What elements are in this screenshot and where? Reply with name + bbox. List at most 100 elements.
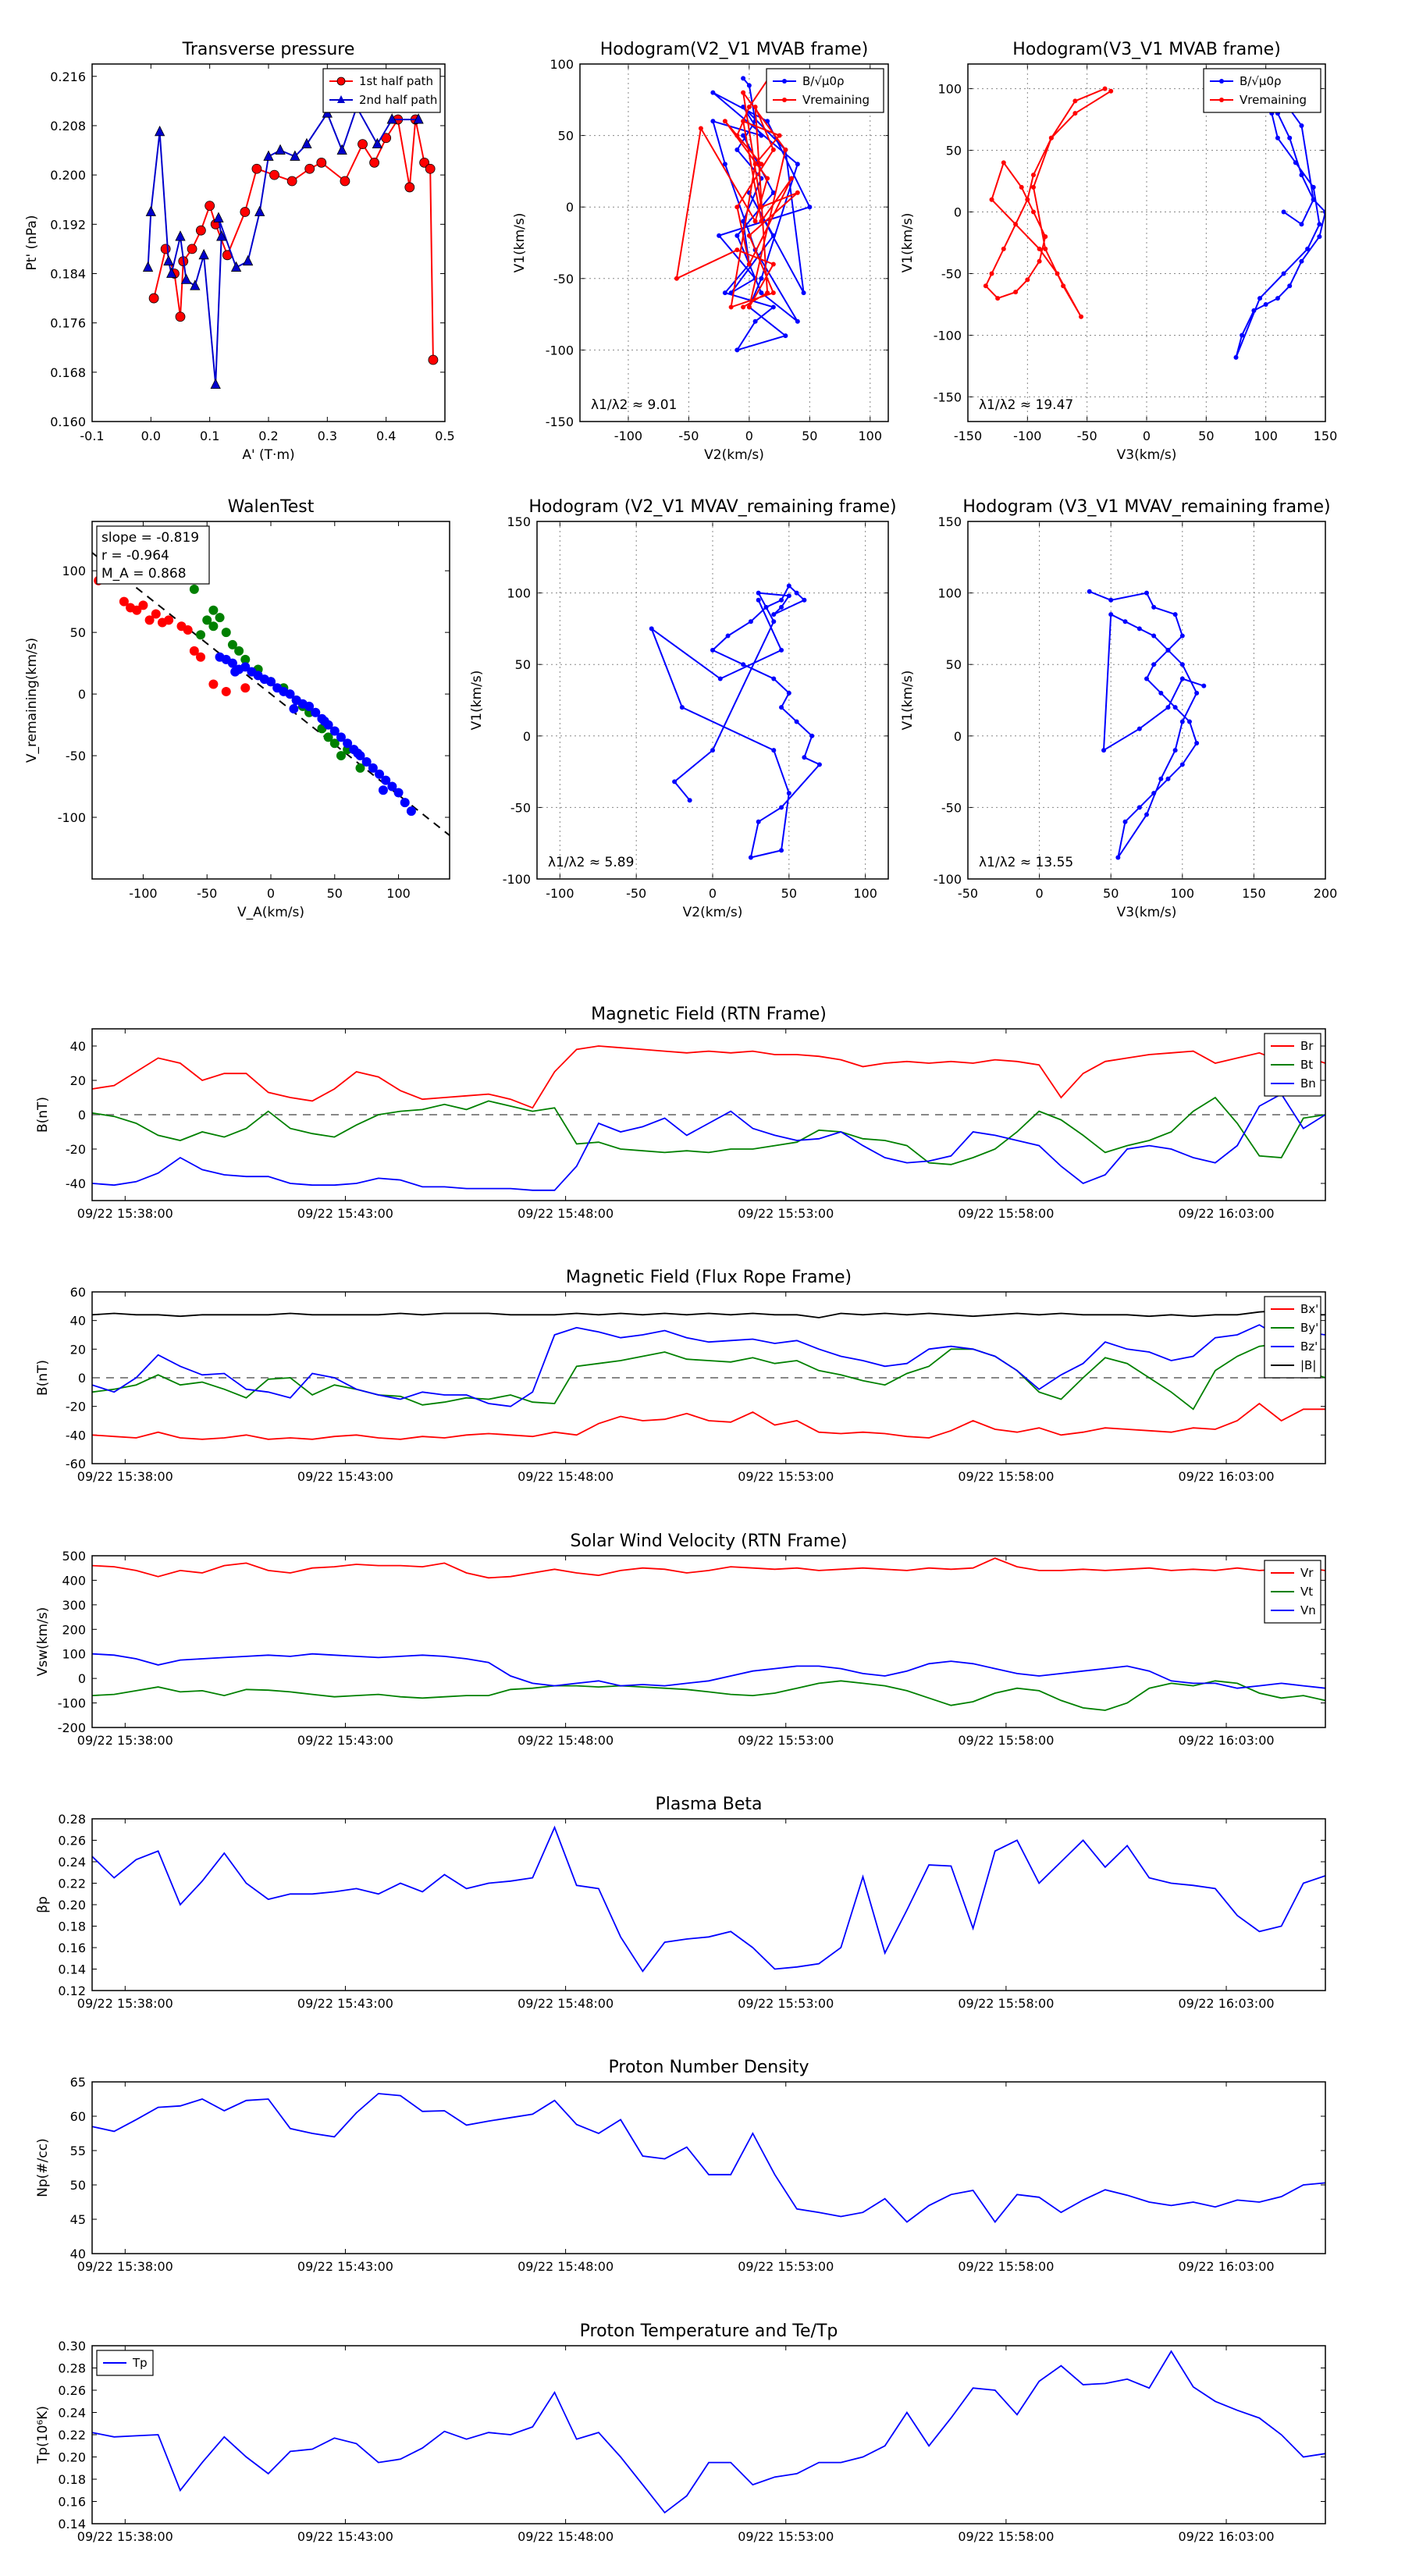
y-tick-label: 50 (70, 625, 86, 640)
y-tick-label: 0.14 (58, 2517, 86, 2532)
x-tick-label: 09/22 15:48:00 (518, 2259, 614, 2274)
data-point (1299, 173, 1304, 178)
y-tick-label: 0.208 (50, 119, 86, 133)
x-tick-label: -100 (614, 429, 642, 443)
y-tick-label: 100 (62, 564, 86, 578)
data-point (765, 119, 770, 124)
y-tick-label: 400 (62, 1573, 86, 1588)
data-point (1158, 690, 1164, 696)
data-point (741, 119, 746, 124)
data-point (221, 628, 231, 638)
data-point (164, 615, 174, 625)
data-point (1317, 222, 1322, 227)
plot-frame (967, 521, 1326, 880)
y-tick-label: 0.200 (50, 168, 86, 183)
data-point (275, 144, 286, 155)
plot-frame (967, 63, 1326, 422)
data-point (1102, 86, 1108, 91)
data-point (202, 615, 212, 625)
y-tick-label: -200 (58, 1720, 86, 1735)
legend-marker (1219, 98, 1224, 102)
y-tick-label: -100 (503, 872, 531, 887)
data-point (779, 705, 784, 710)
data-point (759, 290, 764, 296)
y-tick-label: -100 (58, 810, 86, 825)
data-point (1108, 612, 1114, 617)
series-line-|B| (92, 1309, 1325, 1318)
data-point (809, 733, 815, 738)
data-point (741, 219, 746, 224)
data-point (216, 230, 227, 241)
x-tick-label: 09/22 15:43:00 (297, 1996, 393, 2011)
data-point (741, 662, 746, 667)
data-point (710, 90, 716, 95)
y-tick-label: -150 (546, 415, 574, 429)
data-point (759, 133, 764, 138)
data-point (375, 769, 385, 779)
y-tick-label: 45 (70, 2212, 86, 2227)
x-tick-label: 09/22 16:03:00 (1179, 1733, 1275, 1748)
x-axis-label: V2(km/s) (704, 447, 764, 463)
data-point (368, 763, 378, 773)
data-point (336, 732, 346, 742)
plot-frame (579, 63, 889, 422)
data-point (771, 748, 777, 753)
y-tick-label: 65 (70, 2075, 86, 2090)
y-tick-label: -100 (934, 872, 962, 887)
x-tick-label: 0 (1036, 886, 1044, 901)
y-tick-label: 0.184 (50, 266, 86, 281)
data-point (419, 157, 430, 168)
data-point (230, 667, 240, 677)
plot-frame (91, 1555, 1326, 1728)
x-tick-label: 09/22 15:58:00 (958, 1206, 1054, 1221)
y-axis-label: V1(km/s) (900, 671, 916, 731)
legend: Tp (96, 2350, 154, 2376)
data-point (771, 612, 777, 617)
data-point (989, 271, 994, 276)
legend-marker (782, 98, 787, 102)
data-point (336, 751, 346, 761)
y-tick-label: -60 (66, 1457, 86, 1471)
y-tick-label: 0.22 (58, 1877, 86, 1891)
x-tick-label: 100 (858, 429, 882, 443)
legend-label: B/√μ0ρ (1240, 74, 1282, 88)
data-point (400, 798, 410, 808)
y-tick-label: 150 (507, 514, 531, 529)
y-axis-label: Tp(10⁶K) (35, 2406, 51, 2464)
legend-label: By' (1300, 1321, 1318, 1335)
data-layer (92, 1309, 1325, 1440)
data-point (196, 630, 206, 640)
data-point (1179, 676, 1185, 681)
x-tick-label: -0.1 (80, 429, 104, 443)
y-tick-label: -50 (941, 266, 962, 281)
x-tick-label: 09/22 15:48:00 (518, 2529, 614, 2544)
data-point (752, 318, 758, 324)
data-point (672, 779, 678, 785)
x-tick-label: 09/22 15:58:00 (958, 2259, 1054, 2274)
legend-label: 1st half path (359, 74, 433, 88)
data-point (1025, 197, 1030, 202)
y-tick-label: 500 (62, 1549, 86, 1564)
x-tick-label: 09/22 15:43:00 (297, 1733, 393, 1748)
x-tick-label: 09/22 15:38:00 (77, 2529, 173, 2544)
y-tick-label: 0.18 (58, 2472, 86, 2487)
legend: 1st half path 2nd half path (322, 68, 441, 113)
data-point (779, 604, 784, 610)
y-tick-label: -100 (546, 343, 574, 358)
data-layer (92, 1045, 1325, 1191)
y-tick-label: 50 (946, 657, 962, 672)
y-tick-label: -150 (934, 390, 962, 404)
x-tick-label: 09/22 15:43:00 (297, 1206, 393, 1221)
data-point (717, 676, 723, 681)
y-tick-label: 100 (62, 1647, 86, 1662)
data-point (1087, 589, 1092, 594)
data-point (240, 683, 251, 693)
y-tick-label: 0.30 (58, 2339, 86, 2354)
annotation-text: λ1/λ2 ≈ 19.47 (979, 397, 1073, 413)
data-point (1251, 308, 1257, 313)
series-line-B/√μ0ρ (711, 77, 811, 352)
series-line-Bz' (92, 1324, 1325, 1407)
y-axis-label: βp (35, 1896, 51, 1913)
data-point (227, 658, 237, 668)
data-point (759, 276, 764, 281)
